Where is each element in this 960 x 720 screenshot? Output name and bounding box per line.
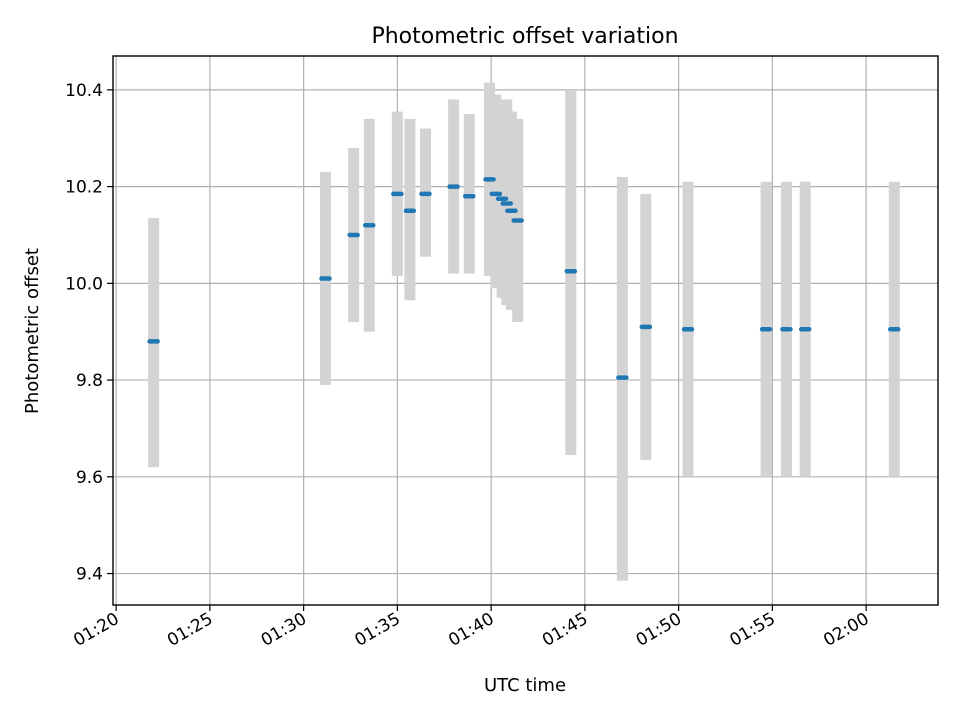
y-axis-ticks: 9.4 9.6 9.8 10.0 10.2 10.4 <box>65 81 113 585</box>
errorbar-layer <box>148 82 900 581</box>
x-tick-label: 01:30 <box>258 609 310 651</box>
x-axis-label: UTC time <box>484 675 566 696</box>
x-tick-label: 01:25 <box>164 609 216 651</box>
point-layer <box>147 177 901 380</box>
x-tick-label: 01:50 <box>633 609 685 651</box>
x-tick-label: 01:55 <box>726 609 778 651</box>
plot-frame <box>112 55 939 606</box>
error-bar <box>463 114 475 274</box>
y-tick-label: 10.0 <box>65 274 103 294</box>
grid-layer <box>113 56 938 605</box>
y-tick-label: 9.6 <box>76 468 103 488</box>
x-tick-label: 01:40 <box>445 609 497 651</box>
x-tick-label: 01:20 <box>70 609 122 651</box>
x-axis-ticks: 01:20 01:25 01:30 01:35 01:40 01:45 01:50 01:55… <box>70 605 873 651</box>
chart-title: Photometric offset variation <box>371 24 678 49</box>
error-bar <box>490 94 502 289</box>
y-tick-label: 10.4 <box>65 81 103 101</box>
x-tick-label: 01:45 <box>539 609 591 651</box>
y-tick-label: 9.4 <box>76 565 103 585</box>
y-tick-label: 10.2 <box>65 178 103 198</box>
x-tick-label: 01:35 <box>351 609 403 651</box>
x-tick-label: 02:00 <box>820 609 872 651</box>
y-axis-label: Photometric offset <box>22 248 43 414</box>
y-tick-label: 9.8 <box>76 371 103 391</box>
